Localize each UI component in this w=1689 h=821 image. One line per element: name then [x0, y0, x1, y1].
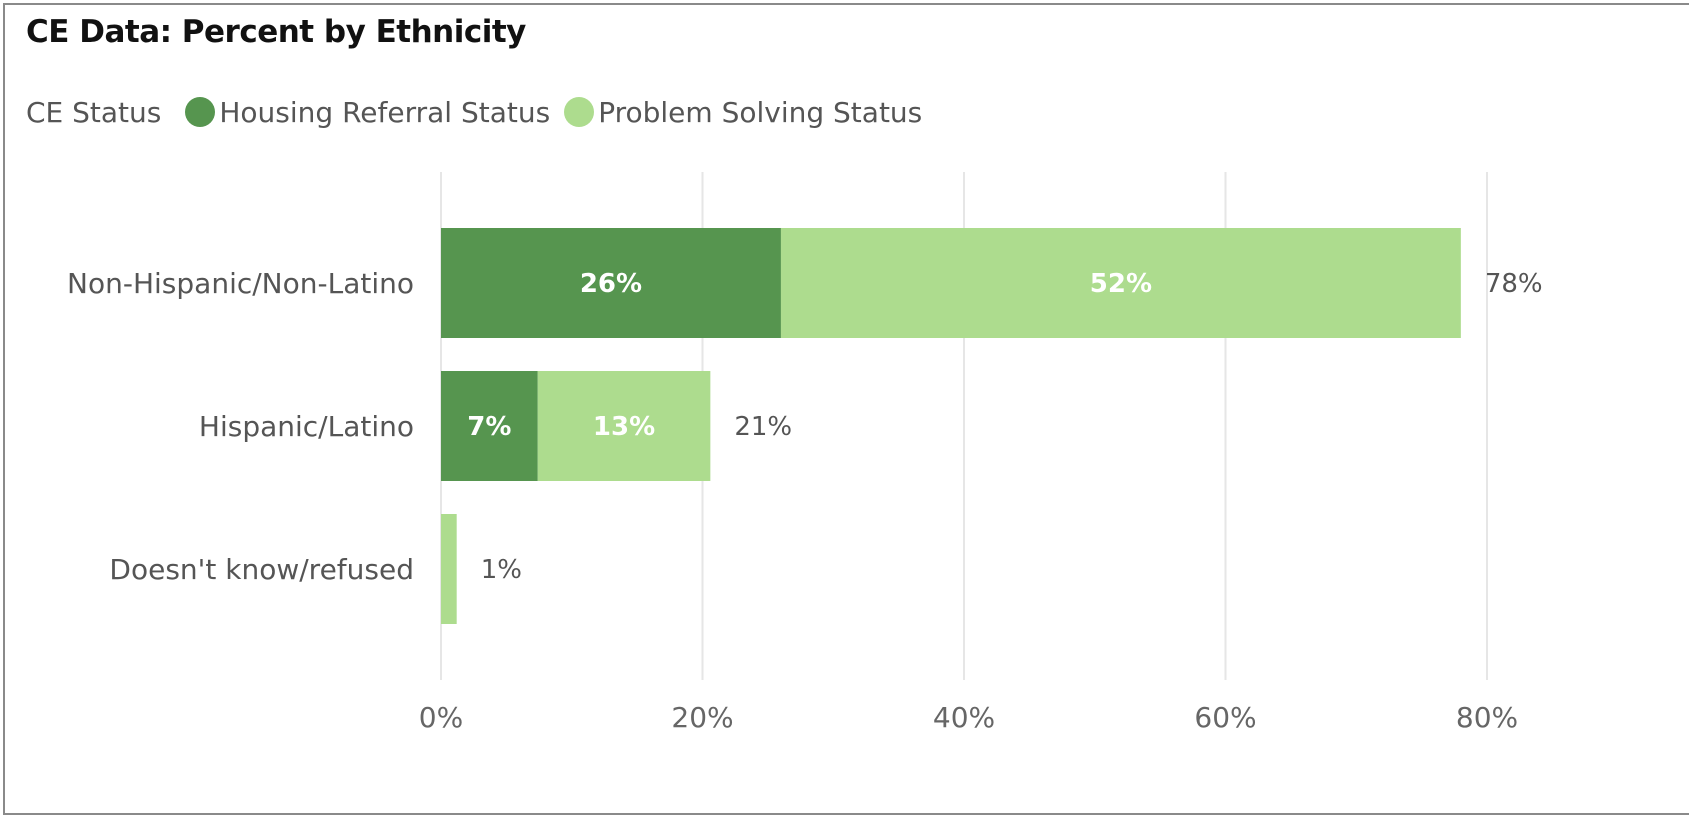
bars: 26% 52% 78% 7% 13% 21% 1% [441, 228, 1543, 624]
bar-segment [441, 514, 457, 624]
x-axis-ticks: 0% 20% 40% 60% 80% [419, 701, 1518, 734]
x-tick-label: 40% [933, 701, 995, 734]
legend-title: CE Status [26, 95, 162, 129]
bar-total-label: 21% [734, 412, 792, 442]
x-tick-label: 20% [671, 701, 733, 734]
bar-total-label: 78% [1485, 269, 1543, 299]
bar-data-label: 52% [1090, 269, 1152, 299]
category-label: Doesn't know/refused [109, 553, 414, 586]
legend: CE Status Housing Referral Status Proble… [26, 92, 936, 132]
bar-segment [441, 228, 781, 338]
category-label: Non-Hispanic/Non-Latino [67, 267, 414, 300]
x-tick-label: 0% [419, 701, 463, 734]
chart-frame [3, 3, 1689, 815]
category-labels: Non-Hispanic/Non-Latino Hispanic/Latino Do… [67, 267, 414, 586]
legend-dot-icon [564, 97, 595, 127]
bar-data-label: 13% [593, 412, 655, 442]
legend-label: Housing Referral Status [219, 95, 551, 129]
legend-dot-icon [185, 97, 216, 127]
x-tick-label: 60% [1194, 701, 1256, 734]
x-tick-label: 80% [1456, 701, 1518, 734]
legend-label: Problem Solving Status [598, 95, 923, 129]
bar-segment [537, 371, 711, 481]
bar-total-label: 1% [481, 555, 522, 585]
legend-item-problem-solving[interactable]: Problem Solving Status [564, 96, 922, 129]
chart-title: CE Data: Percent by Ethnicity [26, 14, 526, 50]
legend-item-housing-referral[interactable]: Housing Referral Status [185, 96, 550, 129]
bar-segment [780, 228, 1461, 338]
bar-data-label: 7% [467, 412, 511, 442]
bar-segment [441, 371, 538, 481]
bar-data-label: 26% [580, 269, 642, 299]
category-label: Hispanic/Latino [199, 410, 414, 443]
